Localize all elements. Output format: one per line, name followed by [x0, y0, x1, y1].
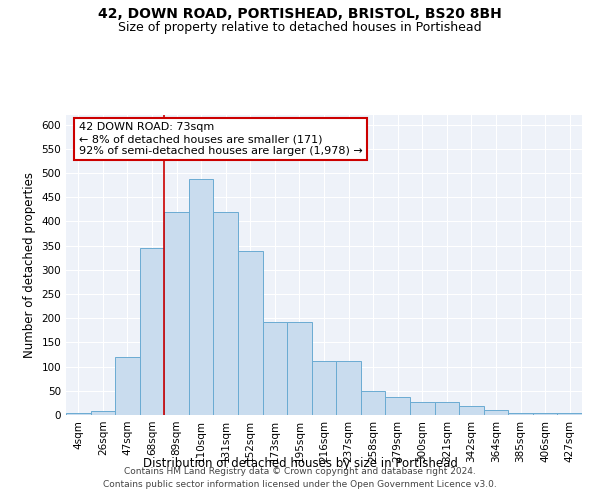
Bar [238, 252, 263, 415]
Text: 42, DOWN ROAD, PORTISHEAD, BRISTOL, BS20 8BH: 42, DOWN ROAD, PORTISHEAD, BRISTOL, BS20… [98, 8, 502, 22]
Bar [459, 406, 484, 415]
Text: Distribution of detached houses by size in Portishead: Distribution of detached houses by size … [143, 458, 457, 470]
Bar [557, 412, 582, 415]
Bar [336, 361, 361, 415]
Bar [361, 391, 385, 415]
Bar [66, 412, 91, 415]
Bar [140, 248, 164, 415]
Y-axis label: Number of detached properties: Number of detached properties [23, 172, 36, 358]
Bar [312, 361, 336, 415]
Bar [189, 180, 214, 415]
Bar [115, 357, 140, 415]
Bar [91, 411, 115, 415]
Bar [508, 412, 533, 415]
Bar [385, 397, 410, 415]
Text: Contains HM Land Registry data © Crown copyright and database right 2024.
Contai: Contains HM Land Registry data © Crown c… [103, 468, 497, 489]
Bar [410, 402, 434, 415]
Bar [164, 212, 189, 415]
Bar [484, 410, 508, 415]
Text: 42 DOWN ROAD: 73sqm
← 8% of detached houses are smaller (171)
92% of semi-detach: 42 DOWN ROAD: 73sqm ← 8% of detached hou… [79, 122, 362, 156]
Text: Size of property relative to detached houses in Portishead: Size of property relative to detached ho… [118, 21, 482, 34]
Bar [533, 412, 557, 415]
Bar [287, 322, 312, 415]
Bar [214, 212, 238, 415]
Bar [263, 322, 287, 415]
Bar [434, 402, 459, 415]
